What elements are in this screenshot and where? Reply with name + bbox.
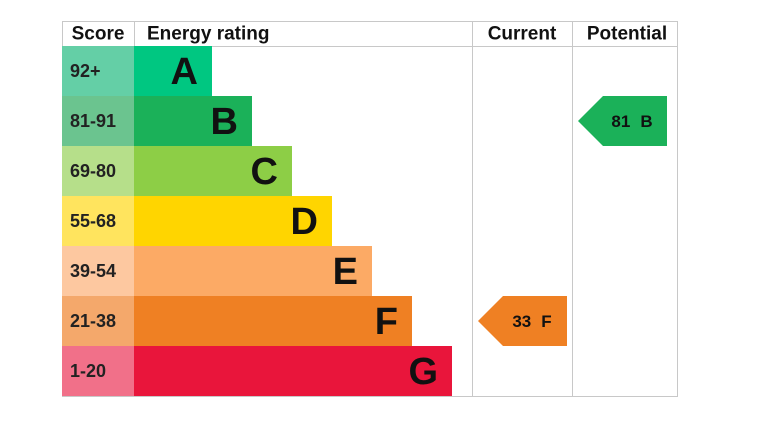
rating-bar [134, 246, 372, 296]
rating-bar [134, 296, 412, 346]
score-cell [62, 196, 134, 246]
current-value: 33 [512, 312, 531, 331]
rating-letter: G [408, 351, 438, 393]
rating-bar [134, 96, 252, 146]
score-label: 69-80 [70, 161, 116, 181]
score-label: 81-91 [70, 111, 116, 131]
score-label: 1-20 [70, 361, 106, 381]
score-label: 92+ [70, 61, 101, 81]
header-current: Current [488, 24, 557, 45]
rating-bar [134, 46, 212, 96]
rating-letter: C [251, 151, 278, 193]
current-label: 33 F [512, 312, 551, 331]
score-cell [62, 46, 134, 96]
rating-letter: A [171, 51, 198, 93]
score-cell [62, 246, 134, 296]
score-label: 55-68 [70, 211, 116, 231]
rating-bar [134, 196, 332, 246]
rating-letter: B [211, 101, 238, 143]
header-score: Score [72, 24, 125, 45]
potential-arrow [578, 96, 667, 146]
score-cell [62, 96, 134, 146]
potential-value: 81 [611, 112, 630, 131]
potential-rating: B [640, 112, 652, 131]
rating-bar [134, 346, 452, 396]
current-rating: F [541, 312, 551, 331]
header-potential: Potential [587, 24, 667, 45]
rating-letter: E [333, 251, 358, 293]
score-label: 39-54 [70, 261, 116, 281]
rating-bar [134, 146, 292, 196]
potential-label: 81 B [611, 112, 652, 131]
current-arrow [478, 296, 567, 346]
score-cell [62, 146, 134, 196]
score-label: 21-38 [70, 311, 116, 331]
rating-letter: F [375, 301, 398, 343]
score-cell [62, 346, 134, 396]
header-rating: Energy rating [147, 24, 269, 45]
rating-letter: D [291, 201, 318, 243]
score-cell [62, 296, 134, 346]
